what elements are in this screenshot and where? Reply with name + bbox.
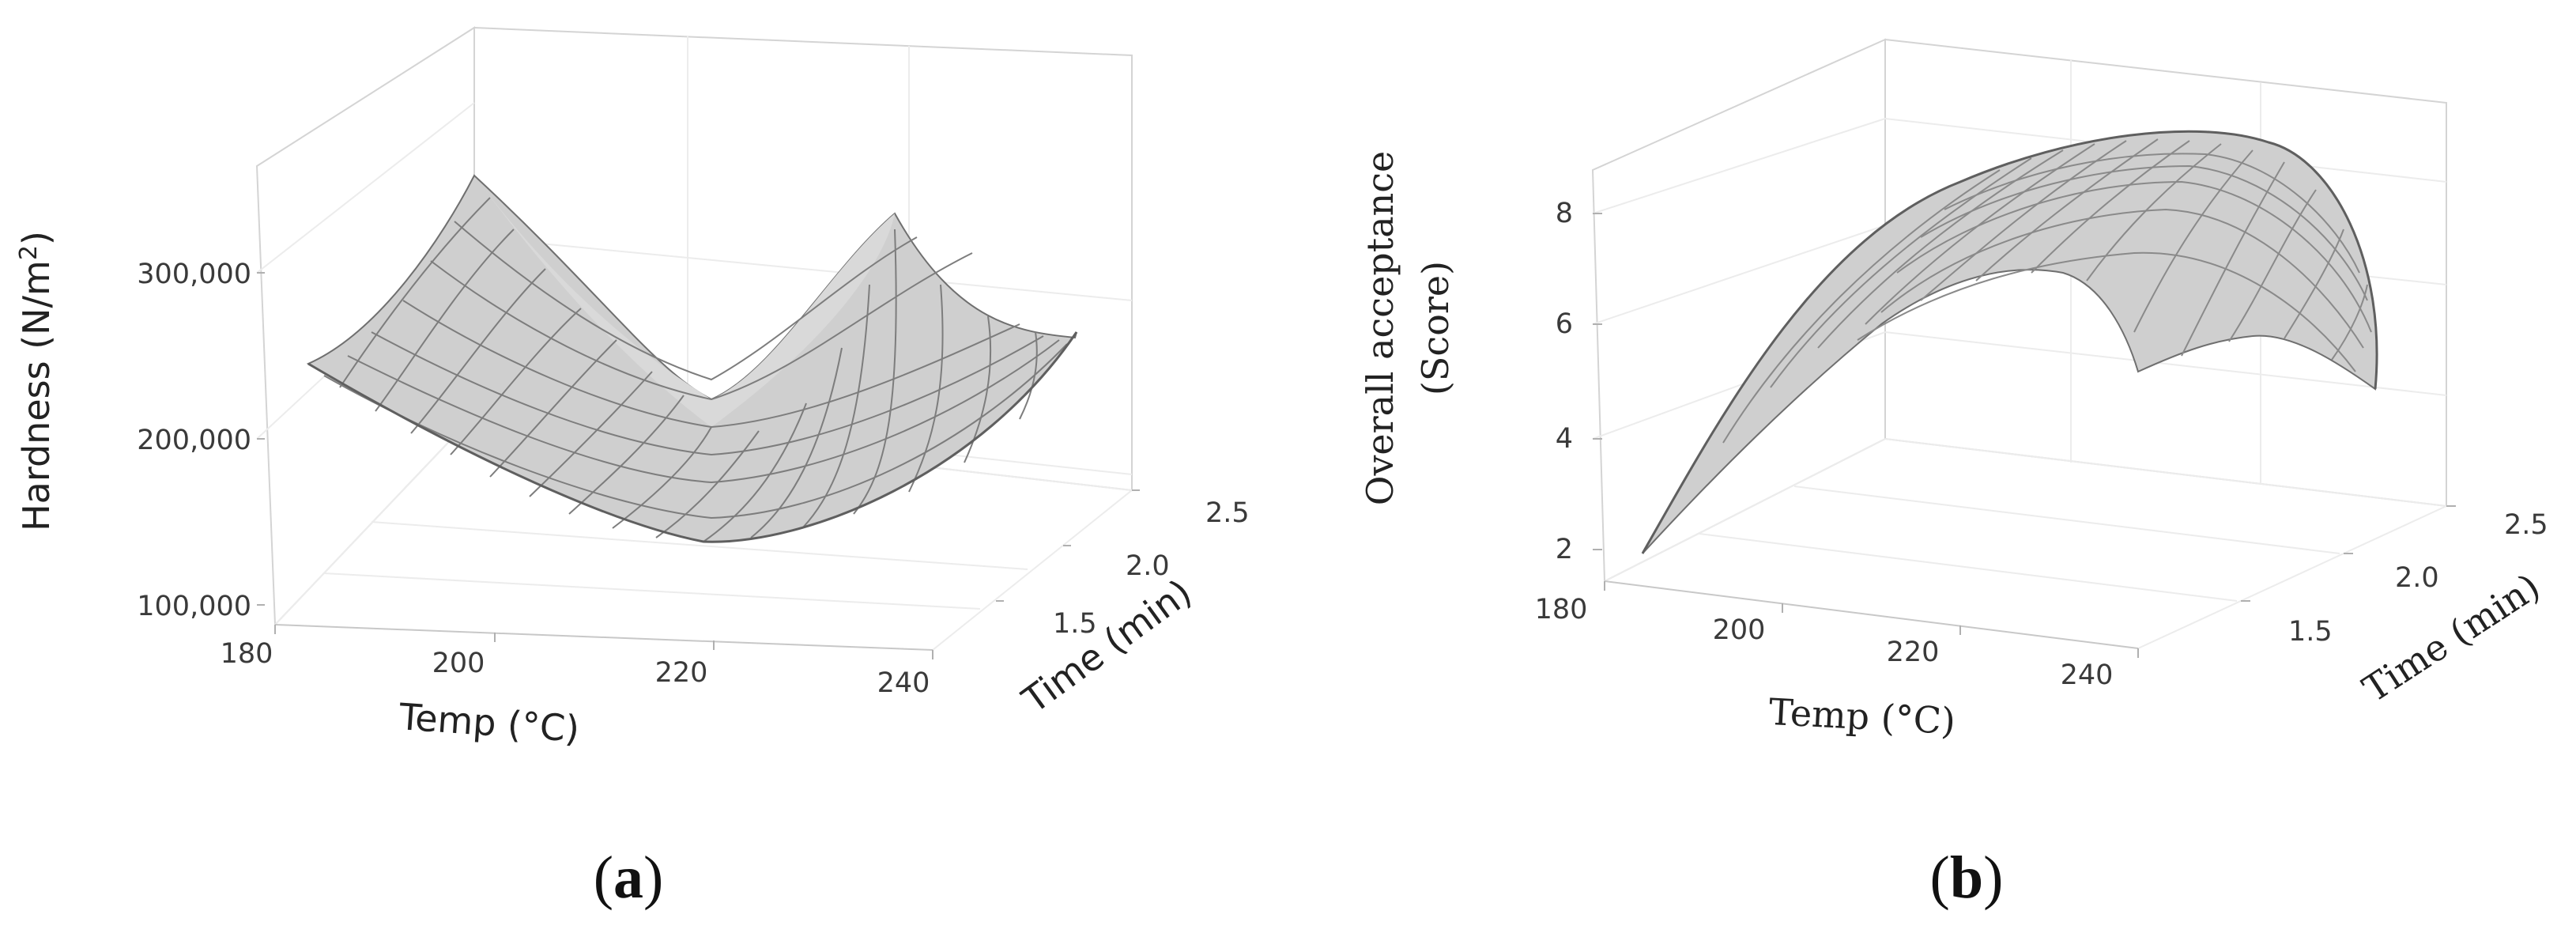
panel-a-y-tick: 2.5 [1205,497,1250,529]
panel-a-tickmarks [257,272,1140,659]
panel-b-y-tick: 2.5 [2504,509,2548,541]
panel-b-z-ticks: 2 4 6 8 [1556,198,1573,565]
panel-b-z-axis-label-line2: (Score) [1414,261,1457,395]
panel-a-z-axis-label: Hardness (N/m2) [15,231,58,531]
panel-a-z-tick: 300,000 [137,259,251,290]
panel-b-x-tick: 200 [1713,614,1766,646]
panel-a-floor [274,414,1133,651]
panel-a-z-tick: 200,000 [137,425,251,456]
panel-b-surface [1641,130,2378,554]
panel-a-y-axis-label: Time (min) [1014,571,1200,722]
panel-b-chart: 2 4 6 8 180 200 220 240 1.5 2.0 2.5 Over… [1359,38,2548,911]
panel-a-z-ticks: 100,000 200,000 300,000 [137,259,251,622]
panel-b-z-axis-label-line1: Overall acceptance [1359,151,1401,506]
panel-b-tickmarks [1593,213,2456,658]
panel-b-z-tick: 6 [1556,308,1573,340]
panel-b-x-tick: 240 [2061,659,2114,691]
panel-a-x-ticks: 180 200 220 240 [221,638,930,699]
panel-a-chart: 100,000 200,000 300,000 180 200 220 240 … [15,26,1250,911]
panel-b-x-axis-label: Temp (°C) [1768,690,1957,742]
panel-b-z-tick: 4 [1556,423,1573,455]
panel-b-x-tick: 220 [1887,637,1940,668]
panel-a-surface [306,174,1078,543]
panel-a-y-ticks: 1.5 2.0 2.5 [1053,497,1250,640]
panel-b-x-tick: 180 [1535,594,1588,625]
panel-a-y-tick: 2.0 [1126,550,1170,582]
panel-a-x-tick: 240 [877,667,930,699]
panel-a-label: (a) [594,844,664,911]
panel-b-x-ticks: 180 200 220 240 [1535,594,2114,691]
panel-b-y-axis-label: Time (min) [2355,565,2548,711]
panel-b-floor [1604,438,2447,649]
panel-a-x-axis-label: Temp (°C) [397,695,580,750]
panel-b-label: (b) [1930,844,2004,911]
panel-b-z-tick: 8 [1556,198,1573,229]
panel-b-y-tick: 2.0 [2395,562,2439,594]
panel-b-y-ticks: 1.5 2.0 2.5 [2288,509,2548,648]
panel-b-y-tick: 1.5 [2288,616,2333,648]
panel-a-x-tick: 220 [655,657,708,689]
panel-a-x-tick: 180 [221,638,273,670]
panel-b-z-tick: 2 [1556,534,1573,565]
panel-a-y-tick: 1.5 [1053,608,1097,640]
panel-a-z-tick: 100,000 [137,591,251,622]
panel-a-x-tick: 200 [432,648,485,679]
